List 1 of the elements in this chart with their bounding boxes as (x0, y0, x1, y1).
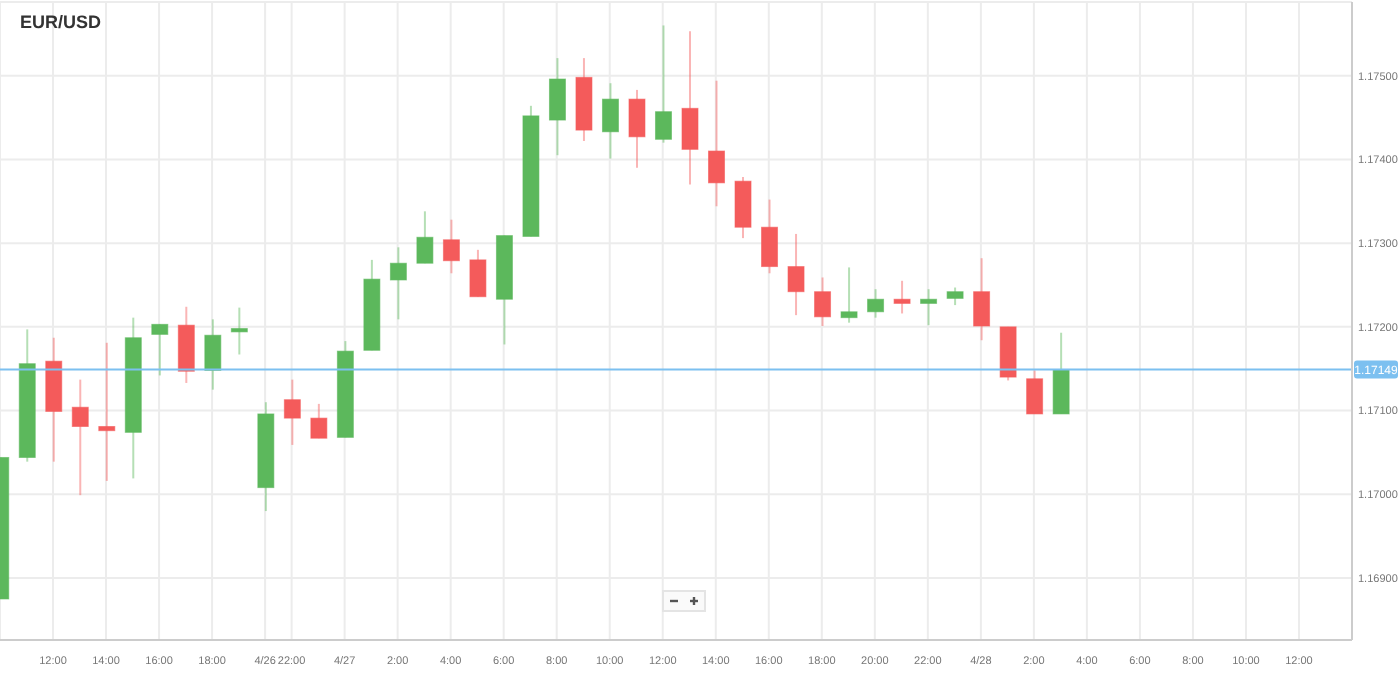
text: EUR/USD (20, 12, 102, 32)
